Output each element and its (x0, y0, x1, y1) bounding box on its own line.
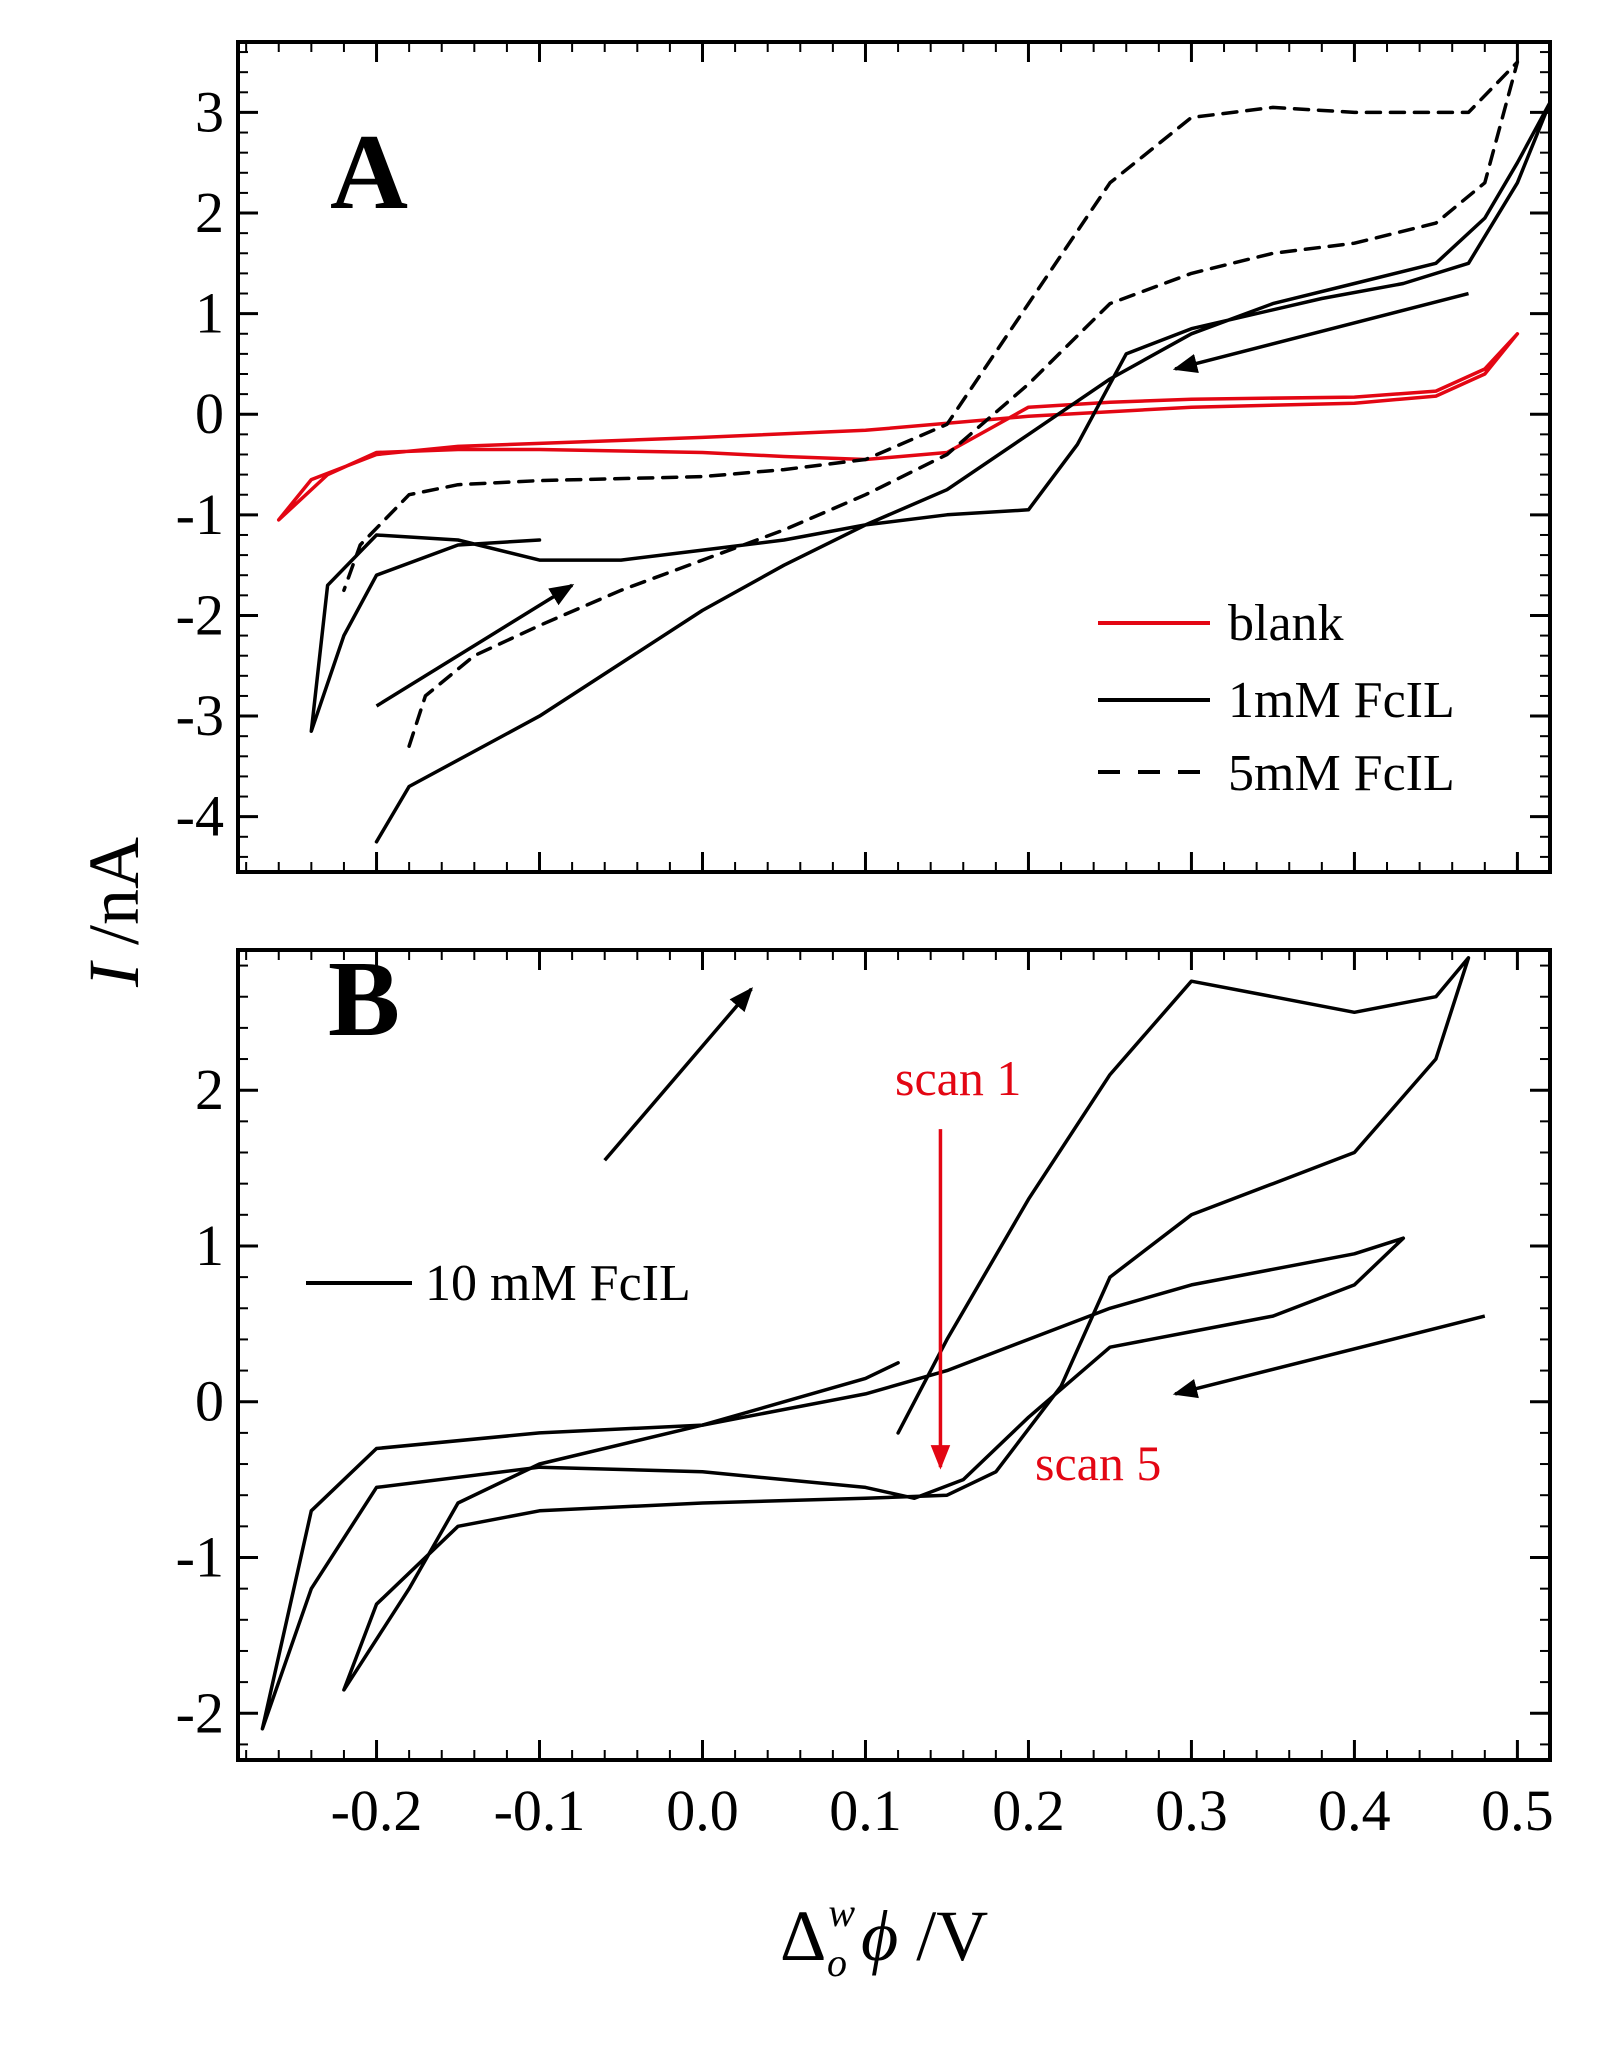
x-tick-label: -0.1 (494, 1778, 586, 1843)
x-tick-labels: -0.2 -0.1 0.0 0.1 0.2 0.3 0.4 0.5 (331, 1778, 1554, 1843)
panel-b-series (260, 956, 1471, 1731)
y-tick-label: -4 (176, 784, 224, 849)
legend-label-10mm: 10 mM FcIL (425, 1255, 691, 1312)
y-tick-label: 0 (195, 381, 224, 446)
y-tick-label: -1 (176, 482, 224, 547)
x-axis-title-superscript: w (828, 1890, 855, 1935)
panel-a-series (276, 60, 1552, 844)
x-axis-title: Δw o ϕ /V (780, 1890, 988, 1985)
y-tick-label: 2 (195, 180, 224, 245)
legend-label-1mm: 1mM FcIL (1228, 672, 1455, 729)
x-tick-label: 0.0 (666, 1778, 739, 1843)
series-10-mm-fcil-scan-5 (260, 1236, 1406, 1731)
panel-a-legend: blank 1mM FcIL 5mM FcIL (1098, 595, 1455, 802)
y-tick-label: -2 (176, 1680, 224, 1745)
panel-b-chart: 2 1 0 -1 -2 B 10 mM FcIL scan 1 scan 5 (176, 940, 1552, 1762)
annotation-scan-1: scan 1 (895, 1050, 1021, 1106)
panel-b-legend: 10 mM FcIL (306, 1255, 691, 1312)
arrow-reverse (1172, 291, 1469, 373)
series-1mm-fcil (309, 100, 1552, 844)
panel-b-ticks: 2 1 0 -1 -2 (176, 950, 1550, 1760)
x-tick-label: -0.2 (331, 1778, 423, 1843)
arrow-forward (375, 583, 575, 708)
y-axis-title-unit: /nA (74, 837, 154, 963)
panel-b-letter: B (328, 940, 400, 1059)
x-axis-title-unit: /V (898, 1896, 988, 1976)
series-blank (276, 332, 1520, 522)
x-tick-label: 0.4 (1318, 1778, 1391, 1843)
legend-label-5mm: 5mM FcIL (1228, 745, 1455, 802)
panel-a-ticks: 3 2 1 0 -1 -2 -3 -4 (176, 42, 1550, 872)
y-tick-label: 1 (195, 1213, 224, 1278)
arrow-reverse (1172, 1314, 1486, 1399)
y-tick-label: -2 (176, 582, 224, 647)
panel-a-letter: A (330, 113, 408, 232)
panel-a-arrows (375, 291, 1469, 708)
x-tick-label: 0.2 (992, 1778, 1065, 1843)
x-tick-label: 0.5 (1481, 1778, 1554, 1843)
panel-a-chart: 3 2 1 0 -1 -2 -3 -4 A blank 1mM FcIL 5mM FcIL (176, 40, 1552, 874)
y-tick-label: 1 (195, 281, 224, 346)
annotation-scan-5: scan 5 (1035, 1435, 1161, 1491)
y-tick-label: -3 (176, 683, 224, 748)
y-tick-label: 2 (195, 1057, 224, 1122)
x-axis-title-delta: Δ (780, 1896, 826, 1976)
y-axis-title-symbol: I (74, 960, 154, 988)
arrow-forward (603, 987, 753, 1162)
y-tick-label: 3 (195, 79, 224, 144)
series-10-mm-fcil-scan-1 (342, 956, 1471, 1692)
panel-b-frame (236, 948, 1552, 1762)
y-tick-label: -1 (176, 1525, 224, 1590)
panel-b-arrows (603, 987, 1486, 1470)
x-axis-title-phi: ϕ (861, 1896, 898, 1976)
y-axis-title: I /nA (74, 837, 154, 988)
series-5mm-fcil (342, 60, 1520, 748)
x-tick-label: 0.3 (1155, 1778, 1228, 1843)
y-tick-label: 0 (195, 1369, 224, 1434)
x-tick-label: 0.1 (829, 1778, 902, 1843)
legend-label-blank: blank (1228, 595, 1344, 652)
panel-a-frame (236, 40, 1552, 874)
x-axis-title-subscript: o (827, 1940, 847, 1985)
